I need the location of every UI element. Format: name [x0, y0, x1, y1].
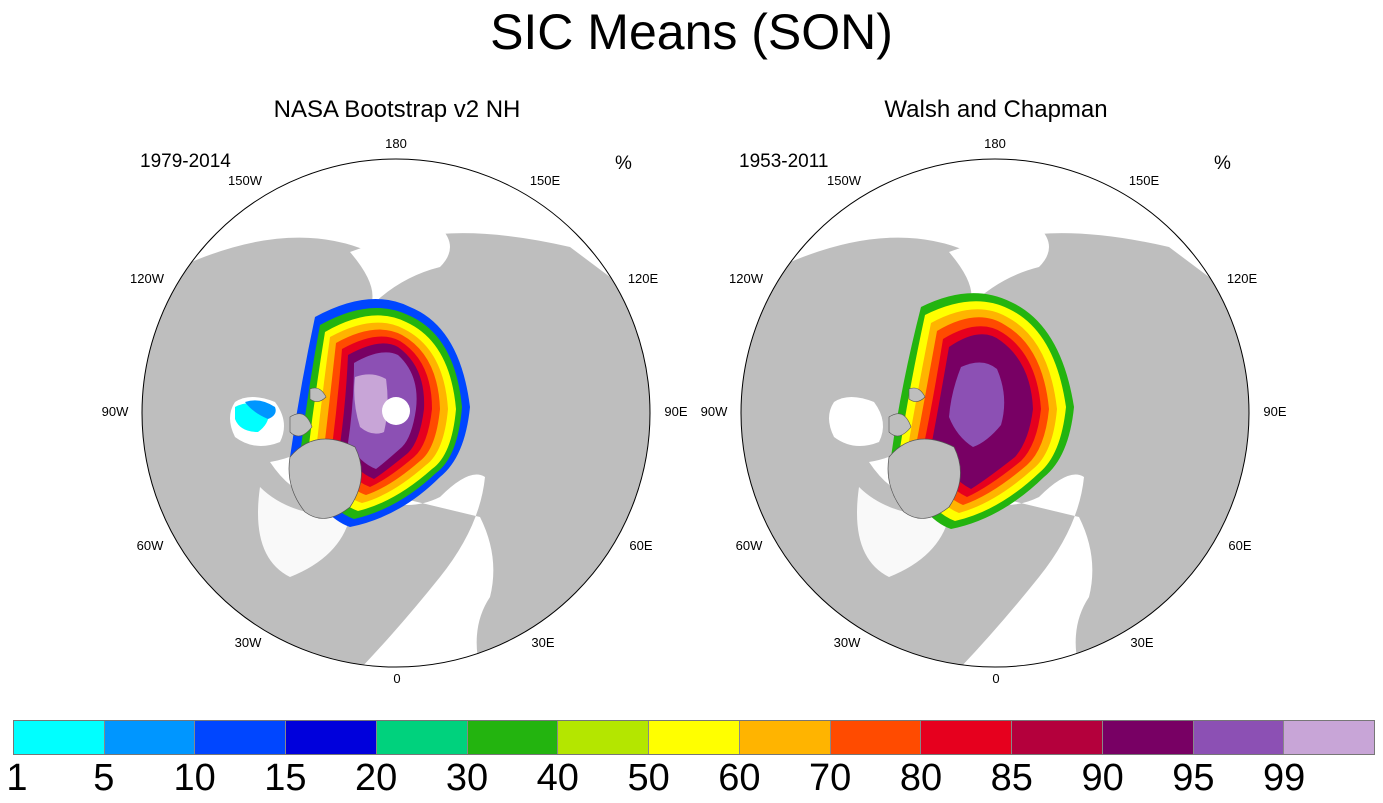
period-left: 1979-2014 — [140, 151, 231, 172]
colorbar-box — [1284, 721, 1375, 754]
colorbar-box — [830, 721, 922, 754]
lon-label-90w-left: 90W — [101, 404, 129, 419]
lon-label-150e-right: 150E — [1128, 173, 1160, 188]
lon-label-30w-left: 30W — [234, 635, 262, 650]
colorbar-box — [558, 721, 650, 754]
panel-title-right: Walsh and Chapman — [884, 96, 1108, 123]
lon-label-150e-left: 150E — [529, 173, 561, 188]
lon-label-90e-left: 90E — [664, 404, 688, 419]
greenland — [288, 438, 362, 519]
pole-hole — [382, 397, 410, 425]
lon-label-0-left: 0 — [393, 671, 401, 686]
colorbar-label: 30 — [445, 757, 489, 799]
colorbar-box — [286, 721, 377, 754]
colorbar-label: 90 — [1081, 757, 1124, 799]
colorbar-label: 40 — [536, 757, 579, 799]
lon-label-180-right: 180 — [984, 136, 1006, 151]
colorbar — [13, 720, 1375, 755]
lon-label-30e-left: 30E — [531, 635, 555, 650]
lon-label-120e-right: 120E — [1226, 271, 1258, 286]
lon-label-120e-left: 120E — [627, 271, 659, 286]
figure-title: SIC Means (SON) — [490, 4, 893, 60]
units-left: % — [615, 153, 632, 174]
colorbar-box — [921, 721, 1013, 754]
bering-sea — [350, 227, 450, 307]
colorbar-label: 95 — [1172, 757, 1215, 799]
lon-label-30w-right: 30W — [833, 635, 861, 650]
lon-label-60w-right: 60W — [735, 538, 763, 553]
colorbar-label: 15 — [264, 757, 307, 799]
colorbar-label: 60 — [718, 757, 761, 799]
colorbar-label: 85 — [990, 757, 1033, 799]
lon-label-90w-right: 90W — [700, 404, 728, 419]
colorbar-label: 5 — [93, 757, 115, 799]
lon-label-30e-right: 30E — [1130, 635, 1154, 650]
atlantic-ocean — [355, 474, 494, 667]
lon-label-60e-right: 60E — [1228, 538, 1252, 553]
colorbar-box — [1193, 721, 1285, 754]
colorbar-label: 1 — [6, 757, 28, 799]
colorbar-label: 99 — [1263, 757, 1306, 799]
lon-label-0-right: 0 — [992, 671, 1000, 686]
panel-title-left: NASA Bootstrap v2 NH — [273, 96, 521, 123]
lon-label-120w-left: 120W — [130, 271, 164, 286]
lon-label-60w-left: 60W — [136, 538, 164, 553]
colorbar-box — [195, 721, 287, 754]
colorbar-label: 70 — [809, 757, 852, 799]
colorbar-label: 20 — [355, 757, 398, 799]
colorbar-box — [467, 721, 559, 754]
gulf-stream-water — [258, 487, 350, 577]
lon-label-180-left: 180 — [385, 136, 407, 151]
colorbar-box — [1102, 721, 1194, 754]
sic-99 — [354, 374, 388, 434]
colorbar-box — [739, 721, 831, 754]
colorbar-box — [104, 721, 196, 754]
lon-label-90e-right: 90E — [1263, 404, 1287, 419]
lon-label-150w-left: 150W — [228, 173, 262, 188]
colorbar-box — [14, 721, 105, 754]
map-left — [141, 158, 651, 668]
colorbar-label: 10 — [173, 757, 216, 799]
colorbar-box — [649, 721, 740, 754]
units-right: % — [1214, 153, 1231, 174]
map-right — [740, 158, 1250, 668]
colorbar-box — [376, 721, 468, 754]
lon-label-150w-right: 150W — [827, 173, 861, 188]
lon-label-120w-right: 120W — [729, 271, 763, 286]
period-right: 1953-2011 — [739, 151, 829, 172]
colorbar-label: 80 — [899, 757, 943, 799]
colorbar-box — [1012, 721, 1103, 754]
lon-label-60e-left: 60E — [629, 538, 653, 553]
colorbar-label: 50 — [627, 757, 670, 799]
